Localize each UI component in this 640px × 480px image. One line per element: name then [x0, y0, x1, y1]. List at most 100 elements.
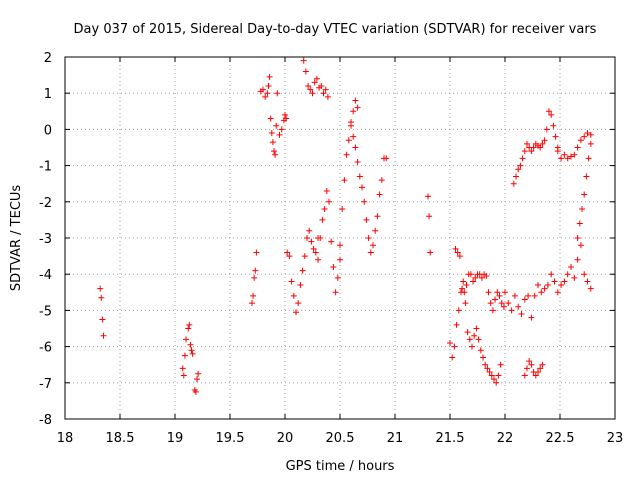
data-point: [306, 227, 313, 234]
data-point: [571, 151, 578, 158]
data-point: [574, 235, 581, 241]
data-point: [577, 137, 584, 144]
data-point: [100, 332, 107, 339]
y-tick-label: 1: [44, 87, 52, 102]
y-tick-label: 0: [44, 123, 52, 138]
data-point: [455, 307, 462, 314]
data-point: [528, 148, 535, 155]
data-point: [493, 379, 500, 386]
data-point: [574, 256, 581, 263]
data-point: [283, 115, 290, 122]
data-point: [179, 365, 186, 372]
data-point: [502, 289, 508, 296]
data-point: [302, 68, 309, 75]
data-point: [332, 289, 339, 296]
y-tick-labels: -8 -7 -6 -5 -4 -3 -2 -1 0 1 2: [39, 51, 52, 428]
data-point: [372, 227, 379, 234]
data-point: [337, 242, 343, 249]
data-point: [274, 90, 281, 97]
data-point: [467, 271, 474, 278]
data-point: [276, 131, 283, 138]
data-point: [461, 289, 468, 296]
data-point: [361, 198, 368, 205]
data-point: [264, 90, 271, 97]
data-point: [307, 86, 314, 93]
data-points: [97, 57, 594, 395]
data-point: [268, 130, 275, 137]
data-point: [568, 153, 574, 160]
data-point: [513, 173, 519, 180]
data-point: [447, 339, 453, 346]
y-tick-label: 2: [44, 51, 52, 66]
data-point: [543, 126, 550, 133]
data-point: [319, 216, 326, 223]
data-point: [473, 325, 480, 332]
data-point: [525, 292, 532, 299]
data-point: [322, 86, 329, 93]
x-tick-label: 18.5: [106, 431, 135, 446]
data-point: [471, 332, 478, 339]
data-point: [500, 303, 507, 310]
data-point: [98, 294, 105, 301]
data-point: [180, 372, 187, 379]
data-point: [496, 292, 503, 299]
data-point: [334, 274, 341, 281]
data-point: [528, 361, 535, 368]
data-point: [469, 343, 475, 350]
data-point: [452, 245, 459, 252]
data-point: [558, 282, 565, 289]
y-tick-label: -7: [39, 377, 52, 392]
data-point: [498, 300, 505, 307]
data-point: [546, 108, 552, 115]
data-point: [252, 267, 259, 274]
data-point: [484, 365, 491, 372]
data-point: [472, 274, 479, 281]
data-point: [459, 285, 466, 292]
data-point: [488, 372, 495, 379]
data-point: [186, 321, 193, 328]
data-point: [515, 166, 522, 173]
data-point: [550, 122, 557, 129]
data-point: [317, 235, 324, 241]
data-point: [548, 271, 555, 278]
data-point: [185, 325, 192, 332]
data-point: [521, 296, 528, 303]
data-point: [475, 336, 482, 343]
data-point: [354, 158, 361, 165]
data-point: [454, 249, 461, 256]
data-point: [260, 86, 266, 93]
data-point: [477, 347, 484, 354]
data-point: [561, 278, 568, 285]
x-tick-label: 22.5: [546, 431, 575, 446]
data-point: [328, 238, 335, 245]
data-point: [537, 365, 544, 372]
data-point: [453, 321, 460, 328]
data-point: [192, 388, 199, 395]
data-point: [194, 376, 200, 383]
data-point: [463, 282, 470, 289]
data-point: [195, 370, 202, 377]
data-point: [359, 184, 365, 191]
data-point: [494, 289, 501, 296]
x-tick-label: 19.5: [216, 431, 245, 446]
data-point: [271, 148, 277, 155]
y-tick-label: -3: [39, 232, 52, 247]
data-point: [315, 256, 321, 263]
y-tick-label: -5: [39, 304, 52, 319]
data-point: [530, 144, 537, 151]
data-point: [99, 316, 106, 323]
data-point: [510, 180, 517, 187]
data-point: [579, 206, 585, 213]
data-point: [326, 198, 332, 205]
data-point: [584, 130, 591, 137]
data-point: [363, 216, 370, 223]
x-tick-label: 23: [607, 431, 624, 446]
data-point: [511, 292, 518, 299]
data-point: [313, 75, 320, 82]
data-point: [492, 296, 499, 303]
data-point: [308, 238, 315, 245]
data-point: [324, 93, 331, 100]
data-point: [267, 115, 274, 122]
data-point: [541, 137, 548, 144]
data-point: [299, 267, 306, 274]
